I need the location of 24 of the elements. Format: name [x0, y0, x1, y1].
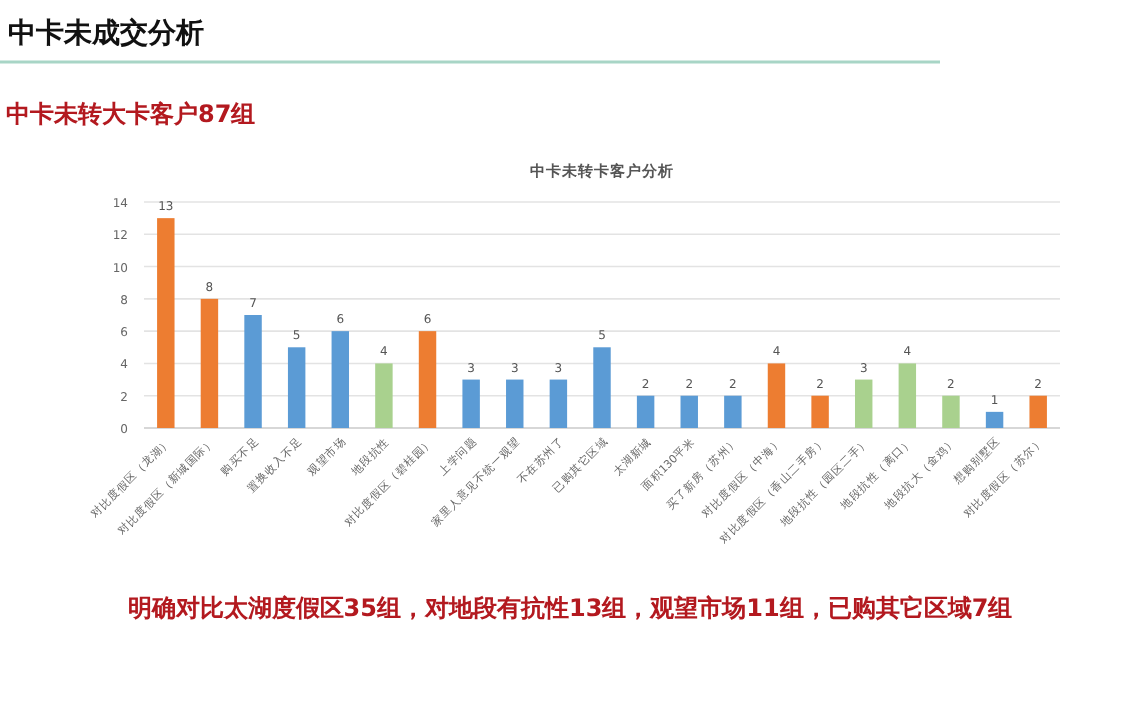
- bar: [811, 395, 829, 428]
- bar: [767, 363, 786, 428]
- bar: [1029, 395, 1047, 428]
- bar: [593, 347, 611, 428]
- bar: [157, 218, 175, 428]
- bar: [724, 395, 742, 428]
- bar: [244, 315, 262, 428]
- bar: [549, 379, 568, 428]
- bar: [680, 395, 698, 428]
- bar: [898, 363, 917, 428]
- bar: [506, 379, 524, 428]
- bar: [942, 395, 960, 428]
- bar: [375, 363, 393, 428]
- bar: [854, 379, 873, 428]
- bar: [287, 347, 306, 428]
- text: 中卡未成交分析: [8, 16, 204, 50]
- bar: [418, 331, 437, 428]
- bar: [331, 331, 350, 428]
- bar: [462, 379, 480, 428]
- text: 中卡未转大卡客户87组: [6, 100, 256, 128]
- bar: [200, 298, 219, 428]
- text: 明确对比太湖度假区35组，对地段有抗性13组，观望市场11组，已购其它区域7组: [127, 594, 1013, 622]
- bar: [985, 411, 1004, 428]
- bar: [636, 395, 655, 428]
